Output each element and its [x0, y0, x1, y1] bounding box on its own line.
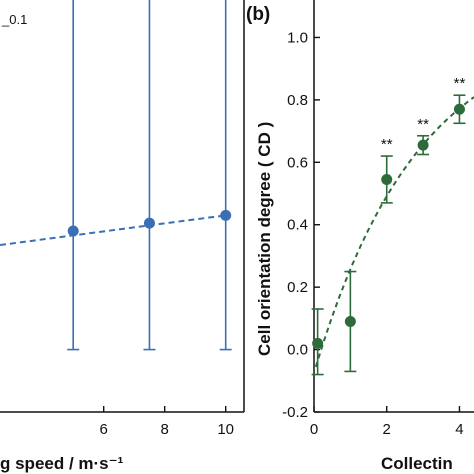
panel-b-significance-mark: **: [417, 116, 429, 133]
panel-a-data-point: [67, 225, 79, 237]
panel-b-data-point: [453, 103, 465, 115]
panel-a-data-point: [220, 209, 232, 221]
panel-b-data-point: [417, 139, 429, 151]
panel-b-x-axis-title: Collectin: [381, 454, 453, 473]
panel-b-y-axis-title: Cell orientation degree ( CD ): [255, 122, 274, 356]
panel-a-x-tick-label: 10: [217, 421, 234, 438]
panel-a-x-axis-title: g speed / m·s⁻¹: [0, 454, 124, 473]
panel-b: (b) Collectin Cell orientation degree ( …: [246, 0, 474, 473]
panel-b-x-tick-label: 2: [383, 421, 391, 438]
panel-a-x-tick-label: 8: [161, 421, 169, 438]
panel-a-corner-text: _0.1: [1, 12, 27, 27]
panel-b-fit-curve: [314, 96, 474, 368]
panel-b-y-tick-label: -0.2: [282, 404, 308, 421]
panel-b-significance-mark: **: [454, 75, 466, 92]
panel-b-y-tick-label: 0.4: [287, 217, 308, 234]
panel-b-data-point: [344, 315, 356, 327]
panel-b-y-tick-label: 1.0: [287, 29, 308, 46]
panel-b-x-tick-label: 4: [455, 421, 463, 438]
panel-b-label: (b): [246, 4, 270, 25]
panel-b-y-tick-label: 0.6: [287, 154, 308, 171]
panel-a-data-point: [143, 217, 155, 229]
panel-b-y-tick-label: 0.0: [287, 342, 308, 359]
panel-b-data-point: [312, 337, 324, 349]
panel-a-fit-line: [0, 214, 226, 247]
panel-b-y-tick-label: 0.2: [287, 279, 308, 296]
panel-b-significance-mark: **: [381, 136, 393, 153]
panel-b-x-tick-label: 0: [310, 421, 318, 438]
panel-b-data-point: [381, 173, 393, 185]
panel-b-y-tick-label: 0.8: [287, 92, 308, 109]
panel-a-x-tick-label: 6: [100, 421, 108, 438]
